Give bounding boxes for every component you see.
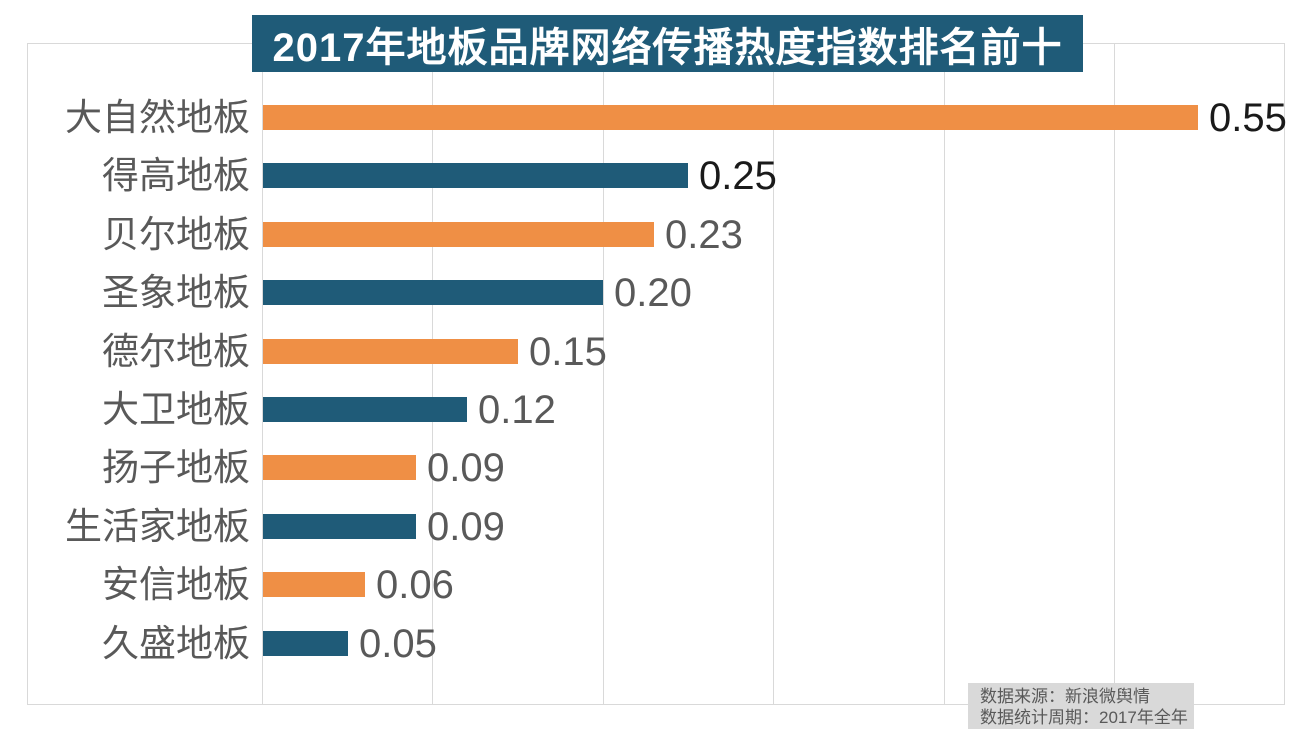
value-label: 0.12 [478,388,556,432]
bar [263,280,603,306]
bar [263,397,467,422]
bar [263,105,1198,130]
value-label: 0.20 [614,271,692,316]
bar-row: 圣象地板 0.20 [0,264,1314,322]
value-label: 0.06 [376,563,454,608]
source-note-line1: 数据来源：新浪微舆情 [980,687,1150,706]
gridline [602,44,604,705]
gridline [943,44,945,705]
bar-row: 大自然地板 0.55 [0,89,1314,147]
bar-row: 扬子地板 0.09 [0,439,1314,497]
bar [263,338,518,364]
category-label: 生活家地板 [65,505,250,547]
value-label: 0.55 [1209,96,1287,140]
chart-frame [27,43,1285,705]
bar [263,455,416,481]
value-label: 0.25 [699,154,777,199]
source-note: 数据来源：新浪微舆情 数据统计周期：2017年全年 [968,683,1194,729]
category-label: 圣象地板 [102,272,250,314]
category-label: 得高地板 [102,155,250,197]
gridline [432,44,434,705]
page-title: 2017年地板品牌网络传播热度指数排名前十 [252,15,1083,72]
bar [263,572,365,598]
bar-row: 贝尔地板 0.23 [0,206,1314,264]
bar [263,513,416,539]
bar-row: 安信地板 0.06 [0,556,1314,614]
value-label: 0.05 [359,621,437,666]
source-note-line2: 数据统计周期：2017年全年 [980,708,1188,727]
bar-row: 大卫地板 0.12 [0,381,1314,439]
bar-row: 得高地板 0.25 [0,147,1314,205]
category-label: 扬子地板 [102,447,250,489]
bar [263,221,654,247]
gridline [262,44,263,705]
category-label: 贝尔地板 [102,213,250,255]
category-label: 久盛地板 [102,622,250,664]
value-label: 0.09 [427,504,505,549]
category-label: 大自然地板 [65,97,250,138]
bar-row: 生活家地板 0.09 [0,498,1314,556]
value-label: 0.23 [665,212,743,257]
value-label: 0.15 [529,329,607,374]
value-label: 0.09 [427,446,505,491]
bar-row: 德尔地板 0.15 [0,323,1314,381]
bar [263,630,348,656]
category-label: 安信地板 [102,564,250,606]
bar-row: 久盛地板 0.05 [0,615,1314,673]
gridline [773,44,775,705]
category-label: 德尔地板 [102,330,250,372]
bar [263,163,688,189]
category-label: 大卫地板 [102,389,250,430]
gridline [1114,44,1115,705]
